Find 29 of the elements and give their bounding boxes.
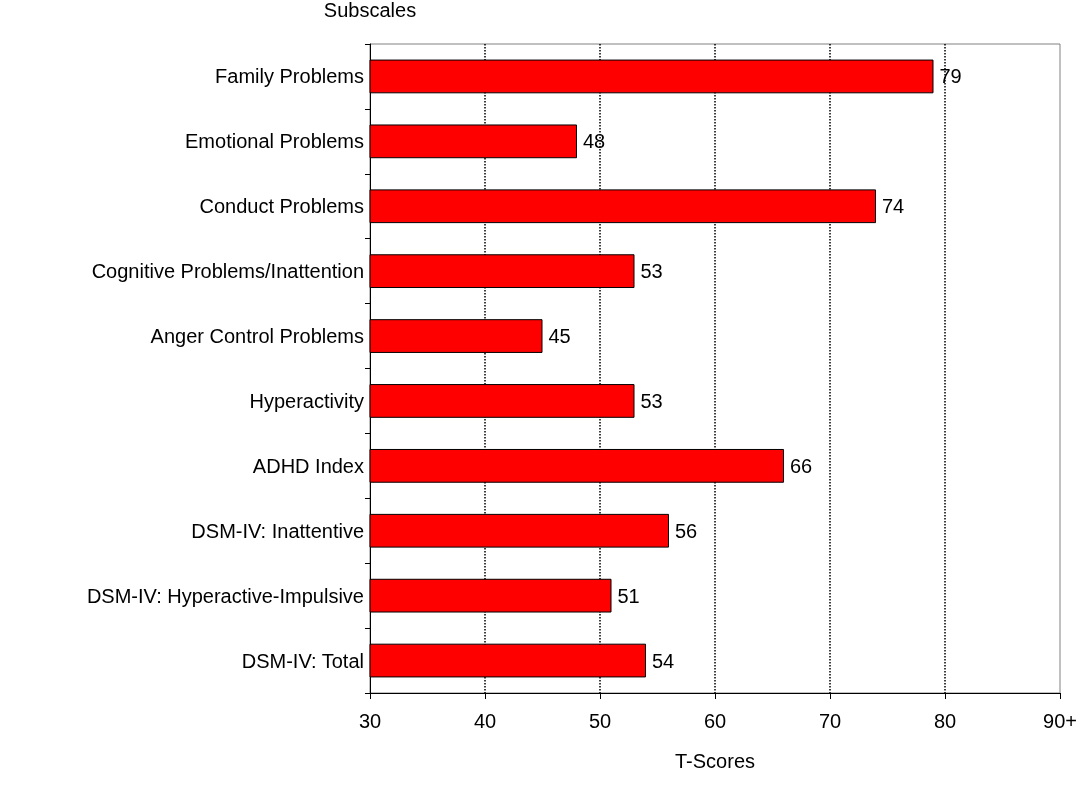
y-tick-label: Hyperactivity	[249, 389, 364, 412]
y-tick-label: Conduct Problems	[199, 195, 364, 218]
y-tick-label: DSM-IV: Total	[241, 649, 364, 672]
x-axis-title: T-Scores	[674, 750, 756, 772]
x-tick-label: 70	[818, 710, 842, 732]
x-tick-label: 50	[588, 710, 612, 732]
data-label: 74	[882, 195, 905, 218]
data-label: 79	[939, 65, 962, 88]
data-label: 45	[548, 325, 571, 348]
y-axis-title: Subscales	[323, 0, 417, 21]
x-tick-label: 90+	[1043, 710, 1077, 732]
y-tick-label: Cognitive Problems/Inattention	[91, 260, 364, 283]
data-label: 53	[640, 260, 663, 283]
y-tick-label: Anger Control Problems	[150, 325, 364, 348]
y-tick-label: DSM-IV: Hyperactive-Impulsive	[86, 584, 364, 607]
x-tick-label: 80	[933, 710, 957, 732]
data-label: 51	[617, 584, 640, 607]
y-tick-label: DSM-IV: Inattentive	[191, 519, 364, 542]
x-tick-label: 40	[473, 710, 497, 732]
y-tick-label: Emotional Problems	[185, 130, 364, 153]
data-label: 54	[652, 649, 675, 672]
x-tick-label: 30	[358, 710, 382, 732]
data-label: 48	[583, 130, 606, 153]
data-label: 53	[640, 389, 663, 412]
y-tick-label: ADHD Index	[252, 454, 364, 477]
x-tick-label: 60	[703, 710, 727, 732]
data-label: 66	[790, 454, 813, 477]
data-label: 56	[675, 519, 698, 542]
y-tick-label: Family Problems	[215, 65, 364, 88]
